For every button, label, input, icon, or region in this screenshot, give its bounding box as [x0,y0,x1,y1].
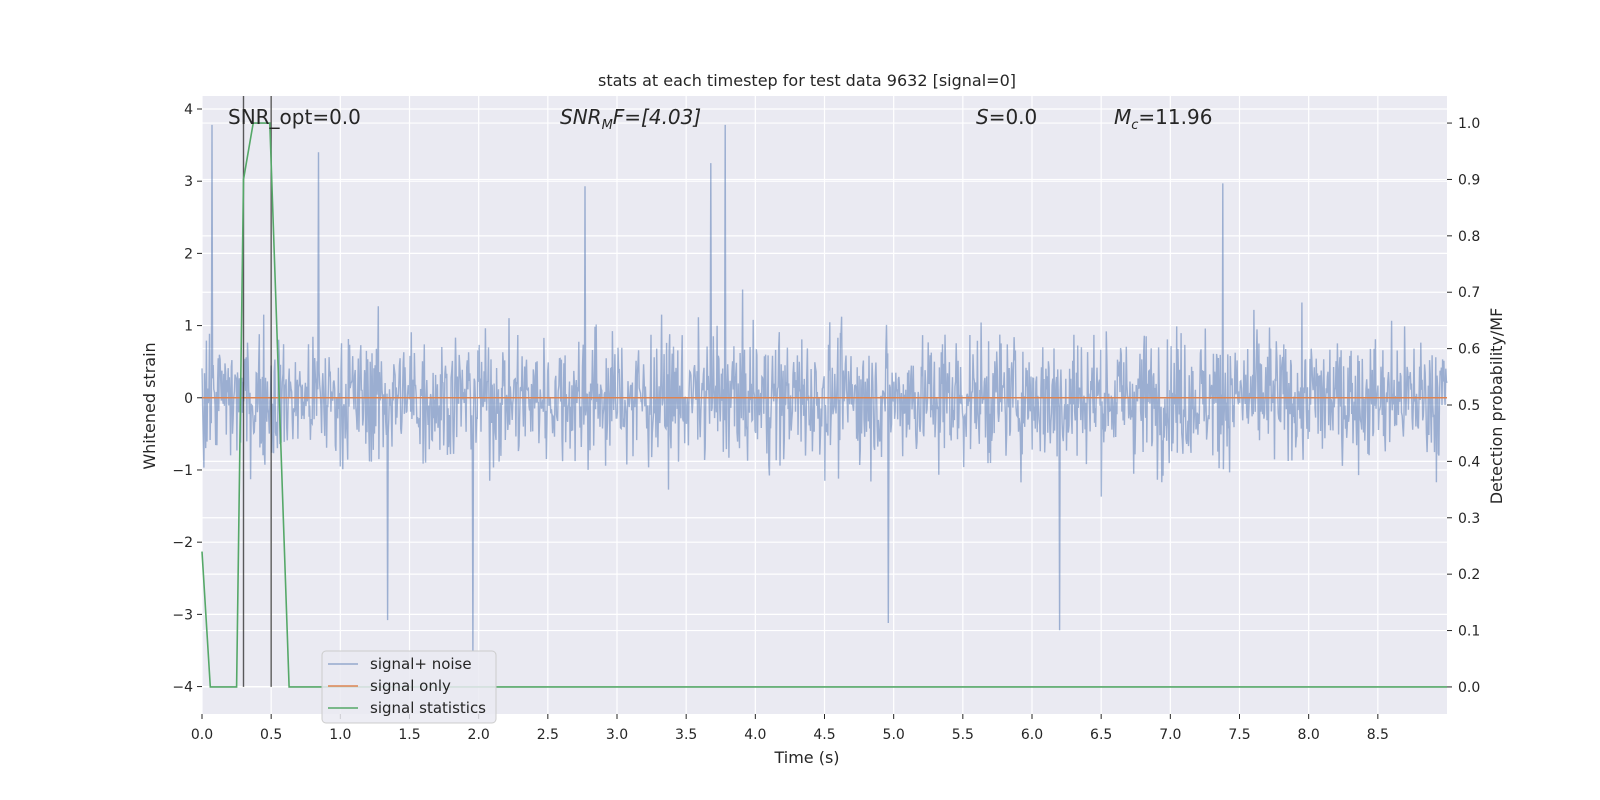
x-tick-label-4: 2.0 [468,727,490,743]
x-axis-label: Time (s) [773,748,839,767]
x-tick-label-13: 6.5 [1090,727,1112,743]
x-tick-label-5: 2.5 [537,727,559,743]
y-right-tick-label-1: 0.1 [1458,624,1480,640]
y-right-tick-label-5: 0.5 [1458,398,1480,414]
annotation-mc: Mc=11.96 [1114,105,1212,133]
chart-title: stats at each timestep for test data 963… [598,71,1016,90]
y-left-tick-label-0: −4 [172,680,193,696]
y-right-tick-label-0: 0.0 [1458,680,1480,696]
legend-box [321,650,497,724]
x-tick-label-1: 0.5 [260,727,282,743]
x-tick-label-3: 1.5 [398,727,420,743]
y-left-tick-label-2: −2 [172,535,193,551]
series-signal-statistics [201,122,1447,688]
series-signal-plus-noise [201,124,1448,651]
y-left-tick-label-1: −3 [172,607,193,623]
legend-label-signal-statistics: signal statistics [370,699,486,717]
legend-label-signal-only: signal only [370,677,451,695]
x-tick-label-17: 8.5 [1367,727,1389,743]
y-axis-right-label: Detection probability/MF [1487,308,1506,505]
y-right-tick-label-4: 0.4 [1458,454,1480,470]
x-tick-label-7: 3.5 [675,727,697,743]
y-left-tick-label-8: 4 [184,102,193,118]
y-left-tick-label-4: 0 [184,391,193,407]
y-axis-left-ticks: −4 −3 −2 −1 0 1 2 3 4 [172,102,202,696]
y-left-tick-label-6: 2 [184,246,193,262]
x-tick-label-11: 5.5 [952,727,974,743]
x-tick-label-15: 7.5 [1228,727,1250,743]
annotation-s: S=0.0 [976,105,1037,129]
y-right-tick-label-6: 0.6 [1458,342,1480,358]
x-tick-label-6: 3.0 [606,727,628,743]
y-right-tick-label-9: 0.9 [1458,172,1480,188]
legend-label-signal-plus-noise: signal+ noise [370,655,472,673]
noise-trace [201,124,1448,651]
x-tick-label-14: 7.0 [1159,727,1181,743]
y-right-tick-label-8: 0.8 [1458,229,1480,245]
x-tick-label-8: 4.0 [744,727,766,743]
x-tick-label-10: 5.0 [883,727,905,743]
annotation-snr-opt: SNR_opt=0.0 [228,105,361,129]
y-left-tick-label-5: 1 [184,319,193,335]
legend: signal+ noise signal only signal statist… [321,650,497,724]
y-right-tick-label-7: 0.7 [1458,285,1480,301]
y-axis-right-ticks: 0.0 0.1 0.2 0.3 0.4 0.5 0.6 0.7 0.8 0.9 1.0 [1447,116,1480,696]
x-tick-label-9: 4.5 [813,727,835,743]
y-right-tick-label-3: 0.3 [1458,511,1480,527]
annotation-snr-mf: SNRMF=[4.03] [560,105,701,133]
x-tick-label-0: 0.0 [191,727,213,743]
x-tick-label-12: 6.0 [1021,727,1043,743]
y-right-tick-label-2: 0.2 [1458,567,1480,583]
y-right-tick-label-10: 1.0 [1458,116,1480,132]
x-tick-label-16: 8.0 [1298,727,1320,743]
y-left-tick-label-7: 3 [184,174,193,190]
x-tick-label-2: 1.0 [329,727,351,743]
y-left-tick-label-3: −1 [172,463,193,479]
x-axis-ticks: 0.0 0.5 1.0 1.5 2.0 2.5 3.0 3.5 4.0 4.5 5.0 5.5 6.0 6… [191,714,1389,743]
y-axis-left-label: Whitened strain [140,342,159,469]
